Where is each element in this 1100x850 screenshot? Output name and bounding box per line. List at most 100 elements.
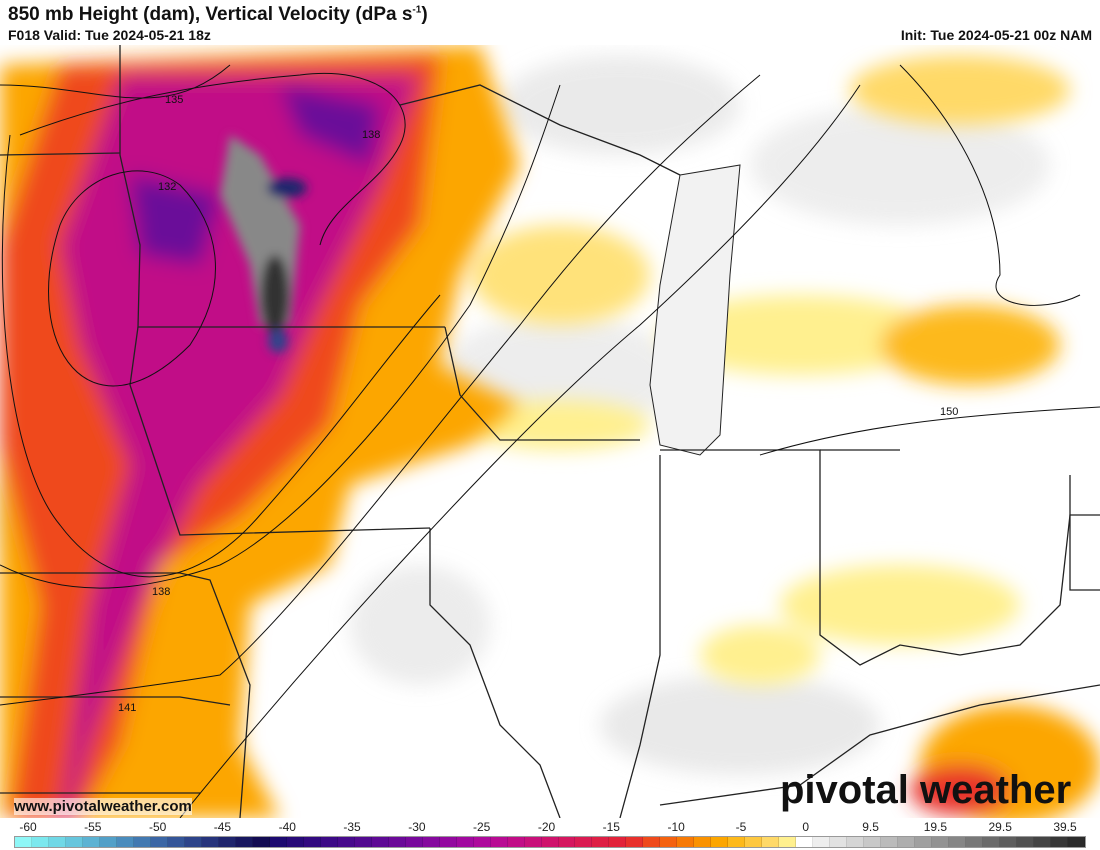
colorbar-label: 29.5	[988, 820, 1012, 834]
colorbar-swatch	[932, 837, 950, 847]
contour-label: 138	[362, 129, 380, 141]
colorbar-swatch	[813, 837, 831, 847]
colorbar-swatch	[711, 837, 729, 847]
colorbar-swatch	[388, 837, 406, 847]
colorbar-swatch	[762, 837, 780, 847]
colorbar-swatch	[31, 837, 49, 847]
colorbar-swatch	[541, 837, 559, 847]
yellow-ascent-shading	[470, 55, 1100, 818]
colorbar-swatch	[303, 837, 321, 847]
website-watermark: www.pivotalweather.com	[14, 798, 192, 815]
colorbar-swatch	[592, 837, 610, 847]
title-superscript: -1	[412, 4, 422, 16]
colorbar-label: 39.5	[1053, 820, 1077, 834]
lake-michigan	[649, 164, 741, 456]
colorbar-swatch	[116, 837, 134, 847]
colorbar-swatch	[167, 837, 185, 847]
colorbar-swatch	[983, 837, 1001, 847]
colorbar-swatch	[949, 837, 967, 847]
map-title: 850 mb Height (dam), Vertical Velocity (…	[8, 4, 428, 26]
colorbar-swatch	[1068, 837, 1086, 847]
colorbar-label: -35	[343, 820, 361, 834]
contour-label: 150	[940, 406, 958, 418]
title-end: )	[421, 4, 428, 25]
colorbar-swatch	[898, 837, 916, 847]
colorbar-swatch	[745, 837, 763, 847]
colorbar-swatch	[915, 837, 933, 847]
grey-downward-band	[220, 135, 307, 353]
colorbar-swatch	[864, 837, 882, 847]
colorbar-swatch	[847, 837, 865, 847]
colorbar-swatch	[456, 837, 474, 847]
colorbar-swatch	[830, 837, 848, 847]
colorbar-swatch	[82, 837, 100, 847]
colorbar-label: -55	[84, 820, 102, 834]
contour-label: 132	[158, 181, 176, 193]
colorbar-swatch	[558, 837, 576, 847]
contour-label: 138	[152, 586, 170, 598]
weather-map: 135 138 132 138 141 150	[0, 45, 1100, 818]
colorbar-swatch	[881, 837, 899, 847]
colorbar-swatch	[439, 837, 457, 847]
colorbar-label: 0	[802, 820, 810, 834]
colorbar-label: -20	[537, 820, 556, 834]
colorbar-swatch	[286, 837, 304, 847]
colorbar-swatch	[201, 837, 219, 847]
title-text: 850 mb Height (dam), Vertical Velocity (…	[8, 4, 413, 25]
colorbar	[14, 836, 1086, 848]
colorbar-labels: -60 -55 -50 -45 -40 -35 -30 -25 -20 -15 -10 -5 0 9.5 1…	[0, 820, 1100, 834]
colorbar-swatch	[150, 837, 168, 847]
colorbar-swatch	[728, 837, 746, 847]
colorbar-swatch	[677, 837, 695, 847]
colorbar-label: -25	[473, 820, 491, 834]
colorbar-swatch	[48, 837, 66, 847]
valid-time: F018 Valid: Tue 2024-05-21 18z	[8, 27, 211, 43]
colorbar-swatch	[507, 837, 525, 847]
colorbar-swatch	[269, 837, 287, 847]
colorbar-swatch	[65, 837, 83, 847]
colorbar-label: -60	[19, 820, 37, 834]
colorbar-swatch	[643, 837, 661, 847]
colorbar-swatch	[422, 837, 440, 847]
colorbar-swatch	[354, 837, 372, 847]
colorbar-swatch	[405, 837, 423, 847]
contour-label: 141	[118, 702, 136, 714]
contour-label: 135	[165, 94, 183, 106]
contour-labels: 135 138 132 138 141 150	[118, 94, 958, 714]
colorbar-swatch	[796, 837, 814, 847]
colorbar-swatch	[252, 837, 270, 847]
state-borders	[0, 45, 1100, 818]
height-contours	[0, 64, 1100, 818]
colorbar-swatch	[99, 837, 117, 847]
colorbar-swatch	[337, 837, 355, 847]
colorbar-swatch	[184, 837, 202, 847]
colorbar-swatch	[218, 837, 236, 847]
colorbar-label: -15	[602, 820, 620, 834]
colorbar-swatch	[320, 837, 338, 847]
colorbar-swatch	[1000, 837, 1018, 847]
colorbar-label: -45	[213, 820, 232, 834]
init-time: Init: Tue 2024-05-21 00z NAM	[900, 27, 1092, 43]
colorbar-swatch	[524, 837, 542, 847]
colorbar-swatch	[490, 837, 508, 847]
colorbar-swatch	[966, 837, 984, 847]
colorbar-label: -30	[408, 820, 426, 834]
colorbar-swatch	[1017, 837, 1035, 847]
colorbar-swatch	[575, 837, 593, 847]
colorbar-swatch	[235, 837, 253, 847]
colorbar-swatch	[1051, 837, 1069, 847]
colorbar-label: 19.5	[923, 820, 948, 834]
colorbar-swatch	[15, 837, 32, 847]
pivotal-weather-logo: pivotal weather	[780, 768, 1072, 812]
colorbar-label: -40	[278, 820, 296, 834]
colorbar-label: -50	[148, 820, 167, 834]
colorbar-swatch	[694, 837, 712, 847]
colorbar-label: -5	[735, 820, 747, 834]
colorbar-swatch	[133, 837, 151, 847]
orange-ascent-shading	[0, 45, 520, 818]
colorbar-swatch	[1034, 837, 1052, 847]
colorbar-swatch	[609, 837, 627, 847]
colorbar-label: -10	[667, 820, 685, 834]
colorbar-swatch	[626, 837, 644, 847]
colorbar-label: 9.5	[862, 820, 879, 834]
